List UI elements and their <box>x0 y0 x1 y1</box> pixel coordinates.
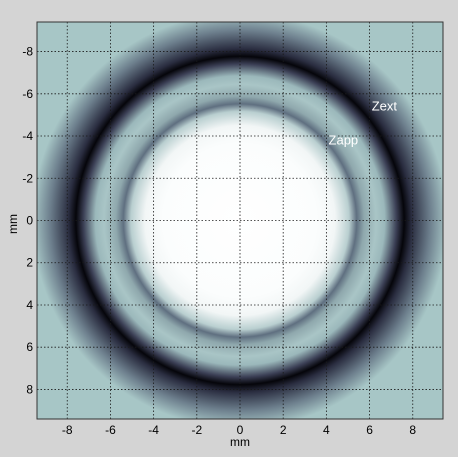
y-tick-label: 4 <box>26 298 33 312</box>
y-tick-label: 0 <box>26 214 33 228</box>
y-tick-label: -4 <box>22 129 33 143</box>
x-tick-label: 8 <box>409 423 416 437</box>
x-axis-ticks: -8 -6 -4 -2 0 2 4 6 8 <box>62 423 417 437</box>
plot-border <box>36 21 444 420</box>
y-tick-label: 2 <box>26 256 33 270</box>
y-axis-ticks: -8 -6 -4 -2 0 2 4 6 8 <box>22 45 33 397</box>
y-tick-label: -6 <box>22 87 33 101</box>
x-tick-label: 4 <box>323 423 330 437</box>
annotation-zapp: Zapp <box>329 132 359 147</box>
y-tick-label: -8 <box>22 45 33 59</box>
y-axis-label: mm <box>6 214 20 234</box>
annotation-zext: Zext <box>372 99 398 114</box>
grid <box>37 22 443 419</box>
y-tick-label: 8 <box>26 382 33 396</box>
x-tick-label: -2 <box>191 423 202 437</box>
x-tick-label: 0 <box>237 423 244 437</box>
annotations: Zext Zapp <box>329 99 398 148</box>
plot-area <box>37 22 443 419</box>
y-tick-label: -2 <box>22 171 33 185</box>
x-tick-label: -4 <box>148 423 159 437</box>
x-axis-label: mm <box>230 435 250 449</box>
x-tick-label: -6 <box>105 423 116 437</box>
y-tick-label: 6 <box>26 340 33 354</box>
x-tick-label: -8 <box>62 423 73 437</box>
x-tick-label: 2 <box>280 423 287 437</box>
x-tick-label: 6 <box>366 423 373 437</box>
